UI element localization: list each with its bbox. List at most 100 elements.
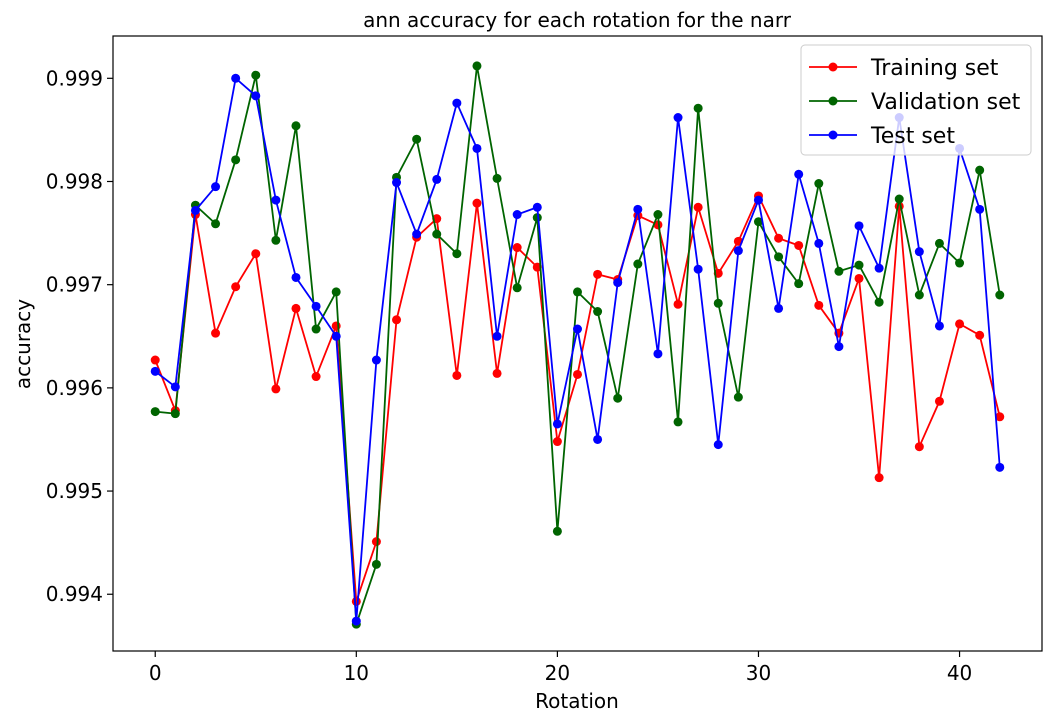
data-point-validation-set	[794, 279, 804, 289]
data-point-training-set	[231, 282, 241, 292]
data-point-test-set	[733, 246, 743, 256]
data-point-training-set	[271, 384, 281, 394]
data-point-test-set	[512, 210, 522, 220]
data-point-validation-set	[713, 298, 723, 308]
data-point-test-set	[673, 113, 683, 123]
data-point-validation-set	[854, 260, 864, 270]
legend: Training set Validation set Test set	[800, 44, 1032, 156]
data-point-validation-set	[573, 287, 582, 297]
series-test-set	[150, 73, 1005, 626]
data-point-test-set	[231, 73, 241, 83]
data-point-validation-set	[733, 392, 743, 402]
data-point-training-set	[150, 355, 160, 365]
data-point-test-set	[653, 349, 663, 359]
data-point-test-set	[874, 263, 884, 273]
data-point-test-set	[593, 434, 603, 444]
data-point-validation-set	[211, 219, 221, 229]
data-point-test-set	[995, 462, 1005, 472]
x-tick-label: 20	[545, 661, 570, 685]
data-point-validation-set	[673, 417, 683, 427]
data-point-validation-set	[633, 259, 643, 269]
data-point-training-set	[392, 315, 402, 325]
y-tick-label: 0.999	[46, 66, 103, 90]
data-point-test-set	[392, 178, 402, 188]
data-point-validation-set	[593, 307, 603, 317]
data-point-test-set	[251, 91, 261, 101]
data-point-validation-set	[512, 283, 522, 293]
data-point-test-set	[190, 205, 200, 215]
data-point-test-set	[753, 195, 763, 205]
data-point-validation-set	[995, 290, 1005, 300]
data-point-training-set	[311, 372, 321, 382]
y-tick-label: 0.994	[46, 582, 103, 606]
chart-title: ann accuracy for each rotation for the n…	[363, 8, 792, 32]
x-tick-label: 0	[149, 661, 162, 685]
data-point-validation-set	[613, 393, 623, 403]
data-point-test-set	[271, 195, 281, 205]
data-point-training-set	[371, 537, 381, 547]
data-point-test-set	[774, 303, 784, 313]
y-tick-label: 0.995	[46, 479, 103, 503]
data-point-validation-set	[774, 252, 784, 262]
x-tick-label: 30	[746, 661, 771, 685]
data-point-test-set	[432, 174, 442, 184]
y-axis-ticks: 0.994 0.995 0.996 0.997 0.998 0.999	[46, 66, 113, 606]
data-point-test-set	[170, 382, 180, 392]
data-point-training-set	[653, 220, 663, 230]
x-tick-label: 40	[947, 661, 972, 685]
data-point-training-set	[934, 396, 944, 406]
data-point-training-set	[794, 240, 804, 250]
data-point-training-set	[351, 596, 361, 606]
data-point-test-set	[613, 278, 623, 288]
legend-marker	[828, 130, 838, 140]
data-point-test-set	[975, 204, 985, 214]
legend-marker	[828, 62, 838, 72]
data-point-validation-set	[552, 526, 562, 536]
legend-label: Test set	[870, 124, 955, 149]
data-point-test-set	[211, 182, 221, 192]
data-point-training-set	[291, 303, 301, 313]
series-training-set	[150, 191, 1005, 606]
data-point-validation-set	[371, 559, 381, 569]
data-point-training-set	[552, 437, 562, 447]
data-point-validation-set	[814, 179, 824, 189]
y-tick-label: 0.997	[46, 273, 103, 297]
y-axis-label: accuracy	[11, 299, 35, 389]
data-point-test-set	[854, 221, 864, 231]
data-point-training-set	[995, 412, 1005, 422]
data-point-training-set	[251, 249, 261, 259]
series-validation-set	[150, 61, 1005, 629]
data-point-test-set	[331, 331, 341, 341]
data-point-test-set	[492, 331, 502, 341]
data-point-training-set	[854, 273, 864, 283]
series-layer	[150, 61, 1005, 629]
data-point-validation-set	[311, 324, 321, 334]
data-point-validation-set	[955, 258, 965, 268]
data-point-validation-set	[914, 290, 924, 300]
data-point-test-set	[412, 229, 422, 239]
data-point-test-set	[934, 321, 944, 331]
data-point-test-set	[633, 204, 643, 214]
data-point-validation-set	[170, 409, 180, 419]
data-point-validation-set	[331, 287, 341, 297]
legend-label: Training set	[870, 56, 999, 81]
data-point-validation-set	[532, 213, 542, 223]
data-point-validation-set	[894, 194, 904, 204]
data-point-test-set	[794, 169, 804, 179]
data-point-test-set	[472, 143, 482, 153]
data-point-test-set	[713, 440, 723, 450]
data-point-validation-set	[472, 61, 482, 71]
legend-marker	[828, 96, 838, 106]
data-point-training-set	[975, 330, 985, 340]
legend-frame	[800, 44, 1032, 156]
data-point-test-set	[150, 366, 160, 376]
data-point-validation-set	[231, 155, 241, 165]
data-point-validation-set	[432, 229, 442, 239]
plot-frame	[112, 35, 1043, 652]
data-point-test-set	[914, 247, 924, 257]
data-point-validation-set	[452, 249, 462, 259]
data-point-validation-set	[693, 103, 703, 113]
data-point-validation-set	[271, 235, 281, 245]
data-point-training-set	[452, 370, 462, 380]
data-point-validation-set	[753, 217, 763, 227]
